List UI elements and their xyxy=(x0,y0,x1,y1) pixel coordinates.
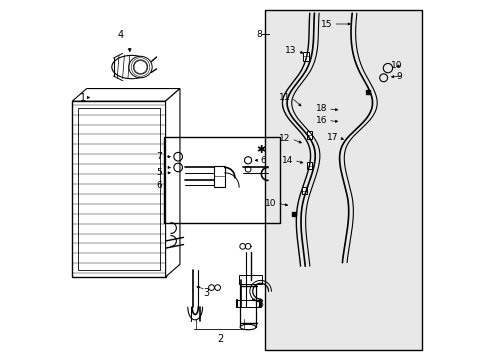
Bar xyxy=(265,10,421,350)
Text: ✱: ✱ xyxy=(255,144,265,154)
Polygon shape xyxy=(165,89,180,277)
Text: 3: 3 xyxy=(257,299,263,309)
Bar xyxy=(214,166,224,187)
Text: 14: 14 xyxy=(281,156,292,165)
Ellipse shape xyxy=(240,324,255,330)
Text: 15: 15 xyxy=(320,19,332,28)
Text: 16: 16 xyxy=(315,116,326,125)
Text: 11: 11 xyxy=(278,93,290,102)
Ellipse shape xyxy=(240,278,255,283)
Text: 6: 6 xyxy=(156,181,162,190)
Text: 5: 5 xyxy=(156,168,162,177)
Text: 18: 18 xyxy=(315,104,326,113)
Text: 6: 6 xyxy=(260,156,266,165)
Bar xyxy=(239,275,262,284)
Text: 4: 4 xyxy=(118,30,123,40)
Text: 12: 12 xyxy=(279,134,290,143)
Bar xyxy=(72,101,165,277)
Text: 3: 3 xyxy=(203,288,209,298)
Bar xyxy=(235,300,260,307)
Bar xyxy=(163,137,280,223)
Text: 2: 2 xyxy=(217,334,223,344)
Polygon shape xyxy=(72,89,180,101)
Bar xyxy=(306,162,312,169)
Text: 17: 17 xyxy=(326,133,338,142)
Text: 9: 9 xyxy=(396,72,402,81)
Text: 10: 10 xyxy=(264,199,276,208)
Bar xyxy=(302,187,306,194)
Text: 10: 10 xyxy=(390,61,402,70)
Ellipse shape xyxy=(128,56,152,78)
Text: 13: 13 xyxy=(285,46,296,55)
Bar xyxy=(303,52,308,61)
Text: 7: 7 xyxy=(156,152,162,161)
Text: 1: 1 xyxy=(80,93,86,103)
Bar xyxy=(240,280,255,327)
Bar xyxy=(78,108,160,270)
Text: 8: 8 xyxy=(255,30,261,39)
Bar xyxy=(306,131,311,139)
